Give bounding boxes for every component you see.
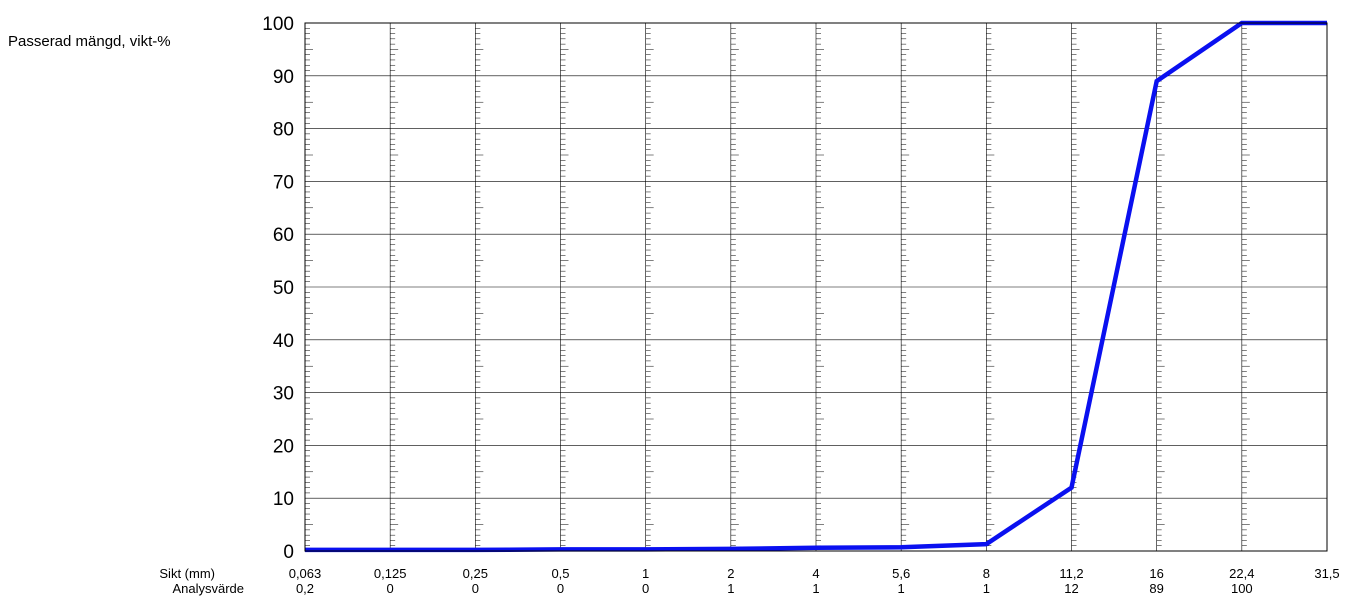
analysis-row-label: Analysvärde <box>172 581 244 596</box>
x-tick-labels: 0,063 0,125 0,25 0,5 1 2 4 5,6 8 11,2 16 22,4 31,5 <box>289 566 1340 581</box>
analysis-value: 100 <box>1231 581 1253 596</box>
y-tick-label: 50 <box>273 278 294 299</box>
y-tick-label: 0 <box>283 542 294 563</box>
x-tick-label: 31,5 <box>1314 566 1339 581</box>
x-axis-label: Sikt (mm) <box>159 566 215 581</box>
y-tick-label: 30 <box>273 384 294 405</box>
x-tick-label: 16 <box>1149 566 1163 581</box>
analysis-value: 1 <box>898 581 905 596</box>
y-tick-label: 70 <box>273 172 294 193</box>
y-tick-label: 40 <box>273 331 294 352</box>
analysis-value: 1 <box>983 581 990 596</box>
minor-ticks <box>305 28 1250 546</box>
analysis-value: 0 <box>557 581 564 596</box>
x-tick-label: 4 <box>812 566 819 581</box>
y-tick-label: 80 <box>273 120 294 141</box>
analysis-values: 0,2 0 0 0 0 1 1 1 1 12 89 100 <box>296 581 1253 596</box>
x-tick-label: 5,6 <box>892 566 910 581</box>
series-line <box>305 20 1327 553</box>
analysis-value: 0,2 <box>296 581 314 596</box>
analysis-value: 0 <box>387 581 394 596</box>
x-tick-label: 0,063 <box>289 566 322 581</box>
plot-frame <box>304 22 1328 552</box>
x-tick-label: 2 <box>727 566 734 581</box>
analysis-value: 0 <box>642 581 649 596</box>
analysis-value: 12 <box>1064 581 1078 596</box>
x-tick-label: 11,2 <box>1059 566 1083 581</box>
y-axis-label: Passerad mängd, vikt-% <box>8 33 171 50</box>
x-tick-label: 0,25 <box>463 566 488 581</box>
analysis-value: 1 <box>727 581 734 596</box>
x-tick-label: 1 <box>642 566 649 581</box>
x-tick-label: 0,5 <box>551 566 569 581</box>
y-tick-label: 10 <box>273 489 294 510</box>
y-tick-label: 60 <box>273 225 294 246</box>
x-tick-label: 22,4 <box>1229 566 1254 581</box>
x-tick-label: 8 <box>983 566 990 581</box>
y-tick-label: 20 <box>273 436 294 457</box>
y-tick-labels: 0 10 20 30 40 50 60 70 80 90 100 <box>262 14 294 563</box>
analysis-value: 1 <box>812 581 819 596</box>
y-tick-label: 100 <box>262 14 294 35</box>
x-tick-label: 0,125 <box>374 566 407 581</box>
series-layer <box>305 20 1327 553</box>
analysis-value: 89 <box>1149 581 1163 596</box>
y-tick-label: 90 <box>273 67 294 88</box>
analysis-value: 0 <box>472 581 479 596</box>
